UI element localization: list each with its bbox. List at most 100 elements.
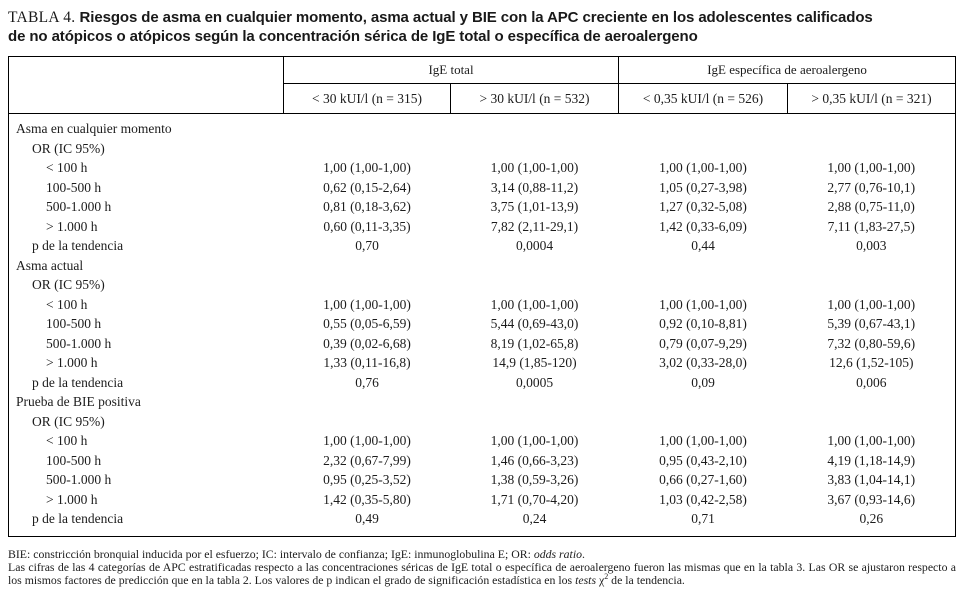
section-name: Prueba de BIE positiva [16, 394, 141, 409]
footnotes: BIE: constricción bronquial inducida por… [8, 546, 956, 588]
col-header-lt035: < 0,35 kUI/l (n = 526) [618, 83, 789, 114]
footnote-abbrev-text: BIE: constricción bronquial inducida por… [8, 546, 534, 561]
p-value-cell: 0,76 [355, 374, 379, 390]
table-title-line2: de no atópicos o atópicos según la conce… [8, 28, 698, 45]
data-row: 500-1.000 h 0,95 (0,25-3,52) 1,38 (0,59-… [9, 470, 956, 490]
value-cell [451, 256, 619, 276]
value-cell: 2,88 (0,75-11,0) [827, 199, 915, 214]
footnote-methods-chi-exponent: 2 [604, 571, 609, 581]
table-title: TABLA 4. Riesgos de asma en cualquier mo… [8, 8, 956, 46]
footnote-methods-chi: χ [596, 572, 605, 587]
footnote-methods-text-2: de la tendencia. [608, 572, 685, 587]
value-cell: 0,92 (0,10-8,81) [659, 316, 747, 331]
col-header-gt035: > 0,35 kUI/l (n = 321) [787, 83, 956, 114]
value-cell [284, 114, 451, 139]
value-cell: 1,00 (1,00-1,00) [323, 296, 411, 312]
data-row: < 100 h 1,00 (1,00-1,00) 1,00 (1,00-1,00… [9, 431, 956, 451]
p-trend-label: p de la tendencia [32, 238, 124, 253]
value-cell: 5,39 (0,67-43,1) [827, 316, 916, 331]
table-header: IgE total IgE específica de aeroalergeno… [8, 56, 956, 114]
table-title-text-1: Riesgos de asma en cualquier momento, as… [79, 9, 873, 26]
or-header-row: OR (IC 95%) [9, 139, 956, 159]
value-cell: 0,39 (0,02-6,68) [323, 335, 411, 351]
or-header-row: OR (IC 95%) [9, 412, 956, 432]
col-group-ige-especifica: IgE específica de aeroalergeno [618, 56, 956, 84]
footnote-methods-text-1: Las cifras de las 4 categorías de APC es… [8, 559, 956, 587]
or-label: OR (IC 95%) [32, 140, 105, 156]
or-header-row: OR (IC 95%) [9, 275, 956, 295]
row-label: < 100 h [46, 160, 88, 175]
data-row: 500-1.000 h 0,39 (0,02-6,68) 8,19 (1,02-… [9, 334, 956, 354]
or-label: OR (IC 95%) [32, 413, 105, 429]
row-label: 100-500 h [46, 452, 102, 468]
value-cell [788, 256, 956, 276]
section-header-row: Prueba de BIE positiva [9, 392, 956, 412]
value-cell: 1,46 (0,66-3,23) [490, 452, 579, 468]
value-cell [451, 139, 619, 159]
p-value-cell: 0,0004 [515, 238, 554, 253]
p-value-cell: 0,003 [856, 238, 887, 253]
p-value-cell: 0,49 [355, 511, 379, 526]
footnote-abbrev-italic: odds ratio [533, 546, 582, 561]
row-label: > 1.000 h [46, 218, 98, 234]
row-label: < 100 h [46, 296, 88, 312]
value-cell [451, 392, 619, 412]
value-cell: 5,44 (0,69-43,0) [490, 316, 579, 331]
value-cell: 1,00 (1,00-1,00) [827, 433, 916, 448]
section-header-row: Asma en cualquier momento [9, 114, 956, 139]
value-cell [788, 392, 956, 412]
value-cell [619, 412, 788, 432]
table-title-line1: TABLA 4. Riesgos de asma en cualquier mo… [8, 8, 956, 27]
value-cell [619, 114, 788, 139]
value-cell: 0,95 (0,43-2,10) [659, 452, 747, 468]
p-trend-row: p de la tendencia 0,70 0,0004 0,44 0,003 [9, 236, 956, 256]
value-cell: 1,03 (0,42-2,58) [659, 491, 747, 507]
value-cell: 1,00 (1,00-1,00) [490, 160, 579, 175]
value-cell: 4,19 (1,18-14,9) [827, 452, 916, 468]
value-cell [451, 114, 619, 139]
p-value-cell: 0,09 [691, 374, 715, 390]
value-cell: 8,19 (1,02-65,8) [490, 335, 579, 351]
value-cell: 1,00 (1,00-1,00) [827, 160, 916, 175]
p-value-cell: 0,26 [859, 511, 884, 526]
value-cell [284, 392, 451, 412]
data-row: 100-500 h 2,32 (0,67-7,99) 1,46 (0,66-3,… [9, 451, 956, 471]
or-label: OR (IC 95%) [32, 277, 105, 292]
p-trend-row: p de la tendencia 0,76 0,0005 0,09 0,006 [9, 373, 956, 393]
data-row: > 1.000 h 0,60 (0,11-3,35) 7,82 (2,11-29… [9, 217, 956, 237]
value-cell [619, 139, 788, 159]
value-cell: 0,62 (0,15-2,64) [323, 179, 411, 195]
p-value-cell: 0,71 [691, 511, 715, 526]
p-trend-row: p de la tendencia 0,49 0,24 0,71 0,26 [9, 509, 956, 536]
value-cell: 1,00 (1,00-1,00) [659, 160, 747, 175]
value-cell: 3,83 (1,04-14,1) [827, 472, 916, 487]
data-row: < 100 h 1,00 (1,00-1,00) 1,00 (1,00-1,00… [9, 295, 956, 315]
value-cell: 0,95 (0,25-3,52) [323, 472, 411, 487]
value-cell [788, 114, 956, 139]
col-header-lt30: < 30 kUI/l (n = 315) [283, 83, 451, 114]
row-label: > 1.000 h [46, 491, 98, 507]
p-value-cell: 0,44 [691, 238, 715, 253]
col-group-ige-total: IgE total [283, 56, 620, 84]
header-group-row: IgE total IgE específica de aeroalergeno [8, 56, 956, 114]
section-name: Asma actual [16, 257, 84, 273]
row-label: < 100 h [46, 433, 88, 448]
value-cell: 3,75 (1,01-13,9) [490, 199, 579, 214]
value-cell: 7,32 (0,80-59,6) [827, 335, 916, 351]
p-value-cell: 0,24 [522, 511, 547, 526]
row-label: 500-1.000 h [46, 335, 112, 351]
value-cell: 0,66 (0,27-1,60) [659, 472, 747, 487]
p-value-cell: 0,70 [355, 238, 379, 253]
footnote-abbreviations: BIE: constricción bronquial inducida por… [8, 546, 956, 561]
p-trend-label: p de la tendencia [32, 374, 124, 390]
value-cell: 0,79 (0,07-9,29) [659, 335, 747, 351]
data-row: < 100 h 1,00 (1,00-1,00) 1,00 (1,00-1,00… [9, 158, 956, 178]
value-cell: 1,00 (1,00-1,00) [323, 160, 411, 175]
data-table: IgE total IgE específica de aeroalergeno… [8, 56, 957, 537]
row-label: > 1.000 h [46, 355, 98, 370]
data-row: 100-500 h 0,62 (0,15-2,64) 3,14 (0,88-11… [9, 178, 956, 198]
value-cell: 3,02 (0,33-28,0) [659, 355, 747, 370]
value-cell: 1,33 (0,11-16,8) [323, 355, 411, 370]
value-cell [284, 139, 451, 159]
